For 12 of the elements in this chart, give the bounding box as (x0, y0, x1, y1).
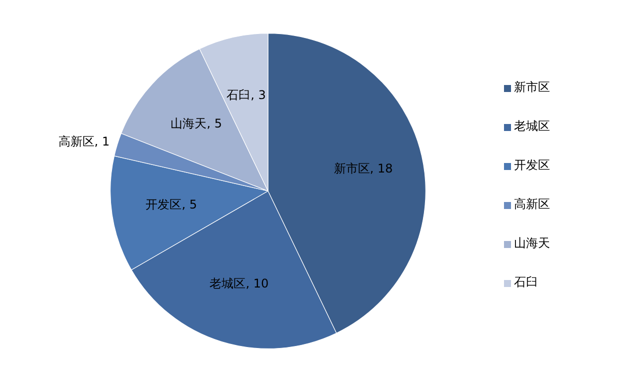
data-label: 开发区, 5 (146, 198, 197, 212)
legend-label: 老城区 (514, 119, 550, 134)
legend-label: 新市区 (514, 80, 550, 94)
data-label: 山海天, 5 (170, 116, 222, 131)
legend-label: 开发区 (514, 158, 550, 172)
legend-label: 石臼 (514, 275, 538, 290)
legend-label: 山海天 (514, 236, 550, 250)
data-label: 老城区, 10 (210, 276, 269, 291)
data-label: 新市区, 18 (334, 161, 393, 176)
data-label: 高新区, 1 (58, 134, 110, 148)
data-label: 石臼, 3 (226, 88, 266, 102)
legend-label: 高新区 (514, 197, 550, 212)
